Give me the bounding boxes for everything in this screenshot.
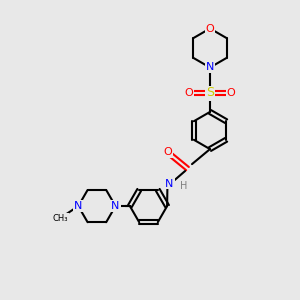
Text: CH₃: CH₃	[52, 214, 68, 223]
Text: N: N	[165, 178, 174, 189]
Text: O: O	[164, 147, 172, 157]
Text: O: O	[226, 88, 236, 98]
Text: N: N	[206, 62, 214, 73]
Text: O: O	[206, 23, 214, 34]
Text: H: H	[180, 181, 187, 191]
Text: S: S	[206, 86, 214, 100]
Text: O: O	[184, 88, 194, 98]
Text: N: N	[74, 201, 82, 211]
Text: N: N	[111, 201, 120, 211]
